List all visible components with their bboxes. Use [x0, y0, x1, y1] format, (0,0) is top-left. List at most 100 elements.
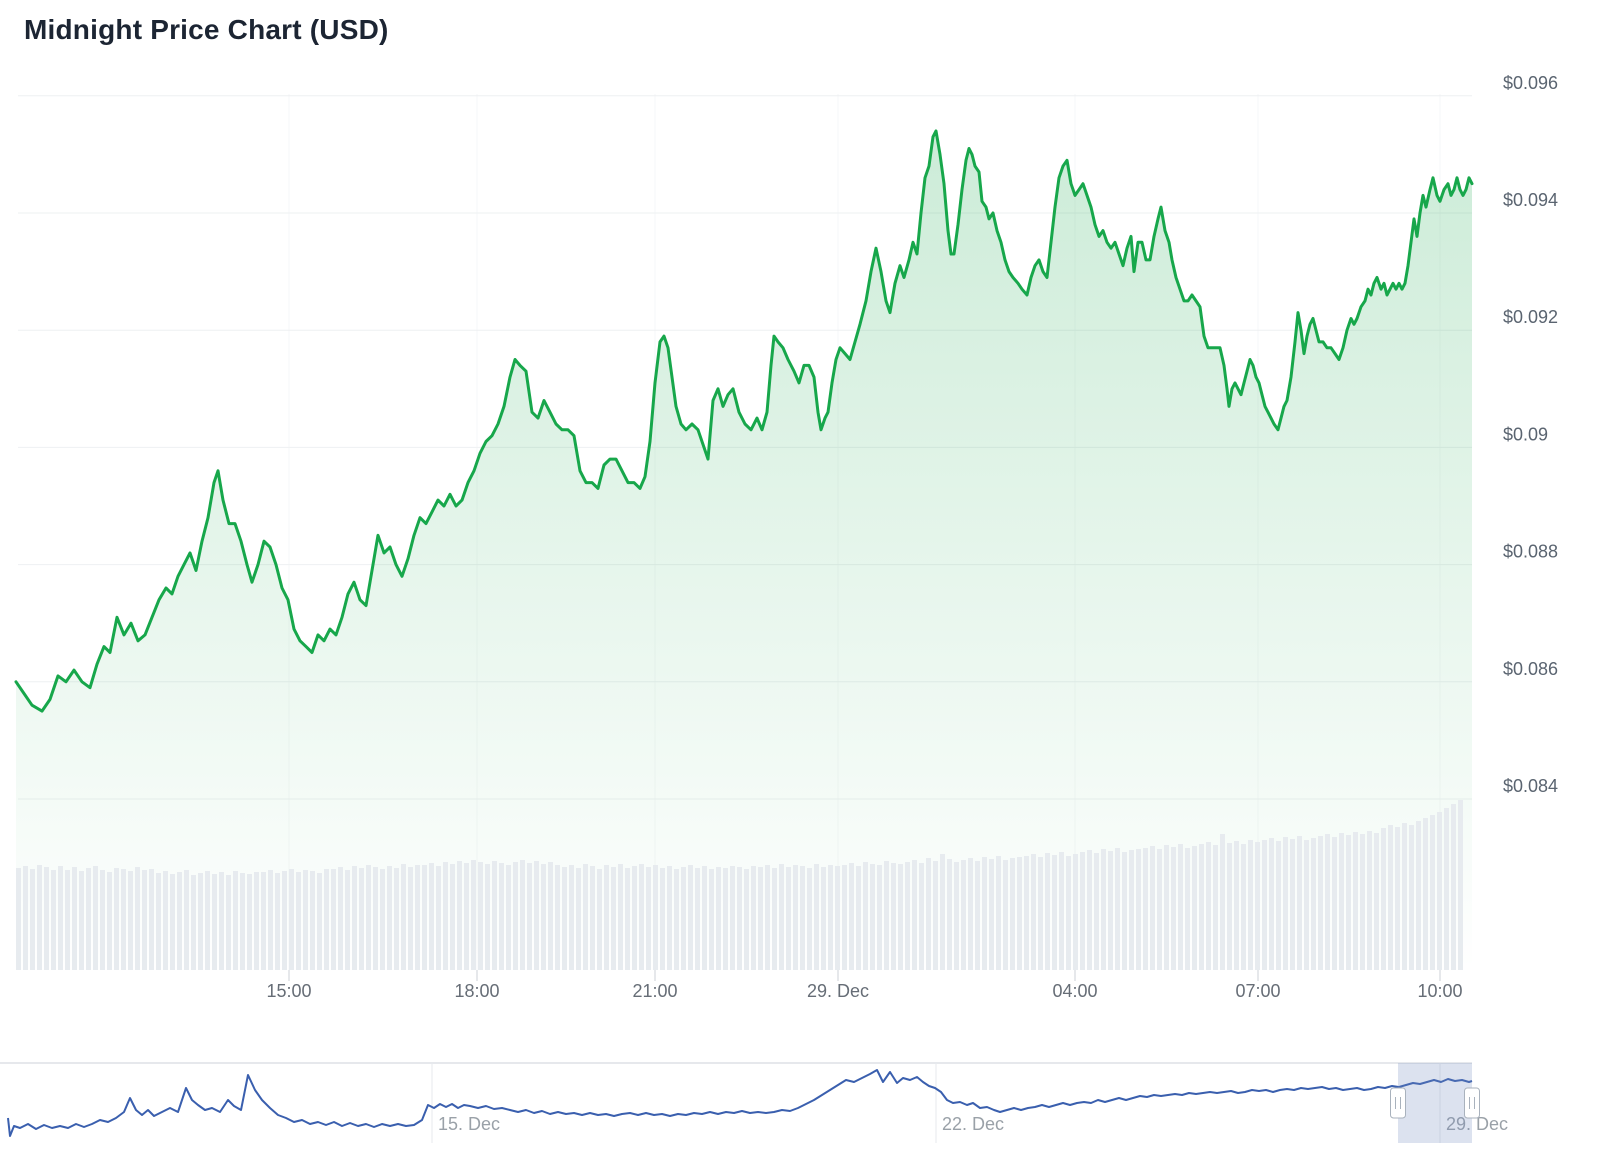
volume-bar	[618, 864, 623, 970]
volume-bar	[681, 867, 686, 970]
navigator[interactable]: 15. Dec 22. Dec 29. Dec	[0, 1062, 1508, 1143]
volume-bar	[1136, 849, 1141, 970]
volume-bar	[1094, 853, 1099, 970]
volume-bar	[1031, 854, 1036, 970]
volume-bar	[751, 866, 756, 970]
volume-bar	[464, 863, 469, 970]
x-axis-label: 18:00	[454, 981, 499, 1001]
volume-bar	[44, 867, 49, 970]
volume-bar	[1115, 848, 1120, 970]
volume-bar	[1374, 833, 1379, 970]
volume-bar	[156, 873, 161, 970]
volume-bar	[779, 864, 784, 970]
volume-bar	[1052, 855, 1057, 970]
volume-bar	[1178, 844, 1183, 970]
volume-bar	[562, 867, 567, 970]
volume-bar	[457, 861, 462, 970]
volume-bar	[527, 863, 532, 970]
volume-bar	[1038, 857, 1043, 970]
navigator-selected-range[interactable]	[1398, 1063, 1472, 1143]
volume-bar	[380, 869, 385, 970]
volume-bar	[310, 871, 315, 970]
volume-bar	[170, 874, 175, 970]
volume-bar	[919, 863, 924, 970]
volume-bar	[436, 866, 441, 970]
volume-bar	[1066, 856, 1071, 970]
volume-bar	[184, 870, 189, 970]
volume-bar	[814, 864, 819, 970]
volume-bar	[744, 869, 749, 970]
navigator-right-handle[interactable]	[1464, 1087, 1480, 1119]
volume-bar	[646, 867, 651, 970]
volume-bar	[16, 868, 21, 970]
volume-bar	[72, 867, 77, 970]
volume-bar	[23, 866, 28, 970]
navigator-left-handle[interactable]	[1390, 1087, 1406, 1119]
volume-bar	[863, 862, 868, 970]
volume-bar	[1108, 851, 1113, 970]
volume-bar	[1297, 836, 1302, 970]
volume-bar	[849, 863, 854, 970]
volume-bar	[289, 869, 294, 970]
volume-bar	[1171, 847, 1176, 970]
volume-bar	[807, 868, 812, 970]
volume-bar	[1423, 818, 1428, 970]
volume-bar	[800, 866, 805, 970]
volume-bar	[1332, 837, 1337, 970]
volume-bar	[247, 874, 252, 970]
volume-bar	[1059, 852, 1064, 970]
volume-bar	[282, 871, 287, 970]
price-area	[16, 131, 1472, 970]
volume-bar	[191, 875, 196, 970]
volume-bar	[240, 873, 245, 970]
volume-bar	[891, 863, 896, 970]
volume-bar	[1395, 827, 1400, 970]
volume-bar	[1234, 841, 1239, 970]
volume-bar	[1311, 838, 1316, 970]
volume-bar	[394, 868, 399, 970]
volume-bar	[1409, 825, 1414, 970]
volume-bar	[324, 869, 329, 970]
volume-bar	[1416, 821, 1421, 970]
volume-bar	[513, 862, 518, 970]
volume-bar	[107, 872, 112, 970]
volume-bar	[296, 872, 301, 970]
navigator-date-label: 22. Dec	[942, 1114, 1004, 1134]
volume-bar	[737, 867, 742, 970]
volume-bar	[856, 866, 861, 970]
volume-bar	[352, 866, 357, 970]
volume-bar	[828, 865, 833, 970]
volume-bar	[765, 865, 770, 970]
volume-bar	[86, 868, 91, 970]
volume-bar	[401, 864, 406, 970]
volume-bar	[709, 869, 714, 970]
volume-bar	[1339, 833, 1344, 970]
x-axis-label: 15:00	[266, 981, 311, 1001]
y-axis-label: $0.084	[1503, 776, 1558, 796]
volume-bar	[471, 860, 476, 970]
volume-bar	[1346, 835, 1351, 970]
navigator-date-label: 29. Dec	[1446, 1114, 1508, 1134]
volume-bar	[870, 864, 875, 970]
volume-bar	[268, 870, 273, 970]
volume-bar	[1164, 845, 1169, 970]
volume-bar	[303, 870, 308, 970]
volume-bar	[373, 867, 378, 970]
volume-bar	[408, 867, 413, 970]
price-line-path	[14, 129, 1474, 713]
volume-bar	[58, 866, 63, 970]
volume-bar	[142, 870, 147, 970]
volume-bar	[1241, 844, 1246, 970]
volume-bar	[884, 861, 889, 970]
volume-bar	[786, 867, 791, 970]
volume-bar	[604, 865, 609, 970]
volume-bar	[975, 861, 980, 970]
volume-bar	[702, 866, 707, 970]
volume-bar	[1353, 832, 1358, 970]
volume-bar	[1129, 850, 1134, 970]
volume-bar	[198, 873, 203, 970]
x-axis: 15:00 18:00 21:00 29. Dec 04:00 07:00 10:00	[266, 970, 1463, 1001]
volume-bar	[520, 860, 525, 970]
